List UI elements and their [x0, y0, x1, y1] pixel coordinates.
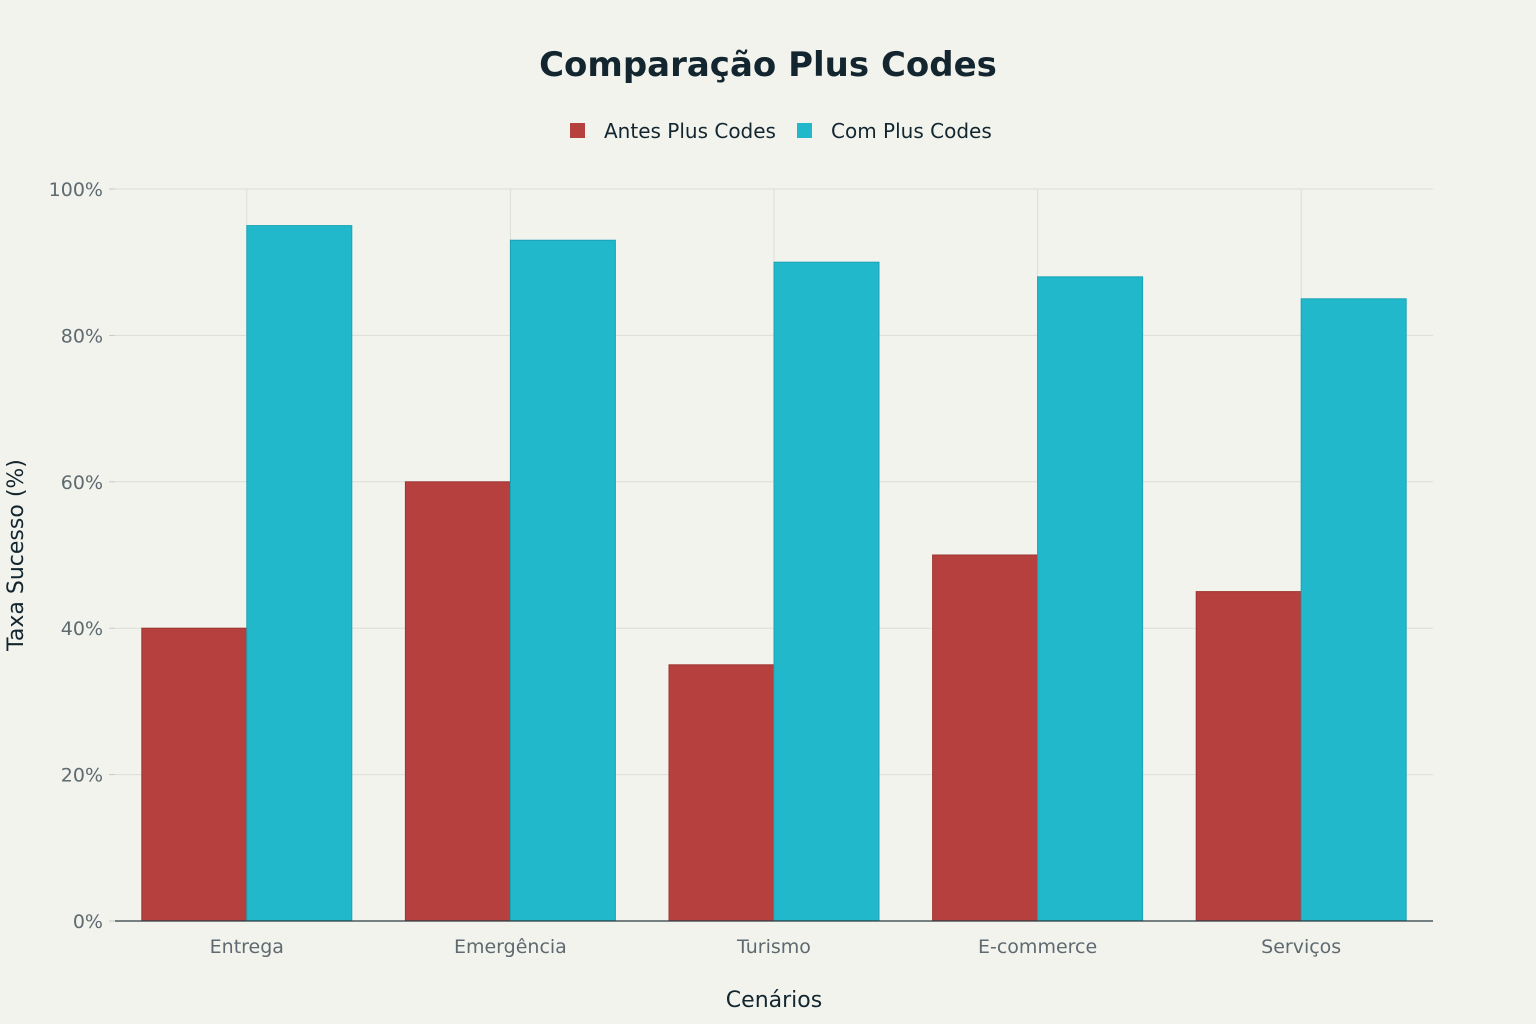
bar-com-1 — [509, 239, 616, 922]
bar-antes-2 — [668, 664, 775, 922]
legend: Antes Plus Codes Com Plus Codes — [570, 119, 992, 143]
x-axis-label: Cenários — [726, 988, 822, 1013]
legend-label: Com Plus Codes — [831, 119, 992, 143]
y-tick-label: 40% — [61, 618, 103, 640]
y-tick-label: 20% — [61, 765, 103, 787]
bar-antes-3 — [932, 554, 1039, 922]
bars — [141, 225, 1407, 922]
bar-antes-1 — [404, 481, 511, 922]
y-tick-label: 100% — [49, 179, 103, 201]
bar-com-3 — [1037, 276, 1144, 922]
x-tick-label: Emergência — [454, 936, 567, 958]
legend-swatch — [797, 123, 812, 138]
axes: 0% 20% 40% 60% 80% 100% Entrega Emergência Turis… — [49, 179, 1433, 958]
x-tick-label: Serviços — [1261, 936, 1341, 958]
bar-com-0 — [246, 225, 353, 922]
legend-label: Antes Plus Codes — [604, 119, 776, 143]
x-tick-label: E-commerce — [978, 936, 1097, 958]
x-tick-label: Turismo — [736, 936, 811, 958]
bar-com-4 — [1300, 298, 1407, 922]
y-tick-label: 60% — [61, 472, 103, 494]
y-tick-label: 80% — [61, 325, 103, 347]
x-tick-label: Entrega — [210, 936, 284, 958]
legend-swatch — [570, 123, 585, 138]
chart-title: Comparação Plus Codes — [539, 45, 997, 85]
bar-com-2 — [773, 261, 880, 922]
y-axis-label: Taxa Sucesso (%) — [4, 459, 29, 652]
y-tick-label: 0% — [73, 911, 103, 933]
bar-antes-4 — [1195, 591, 1302, 922]
bar-antes-0 — [141, 627, 248, 922]
